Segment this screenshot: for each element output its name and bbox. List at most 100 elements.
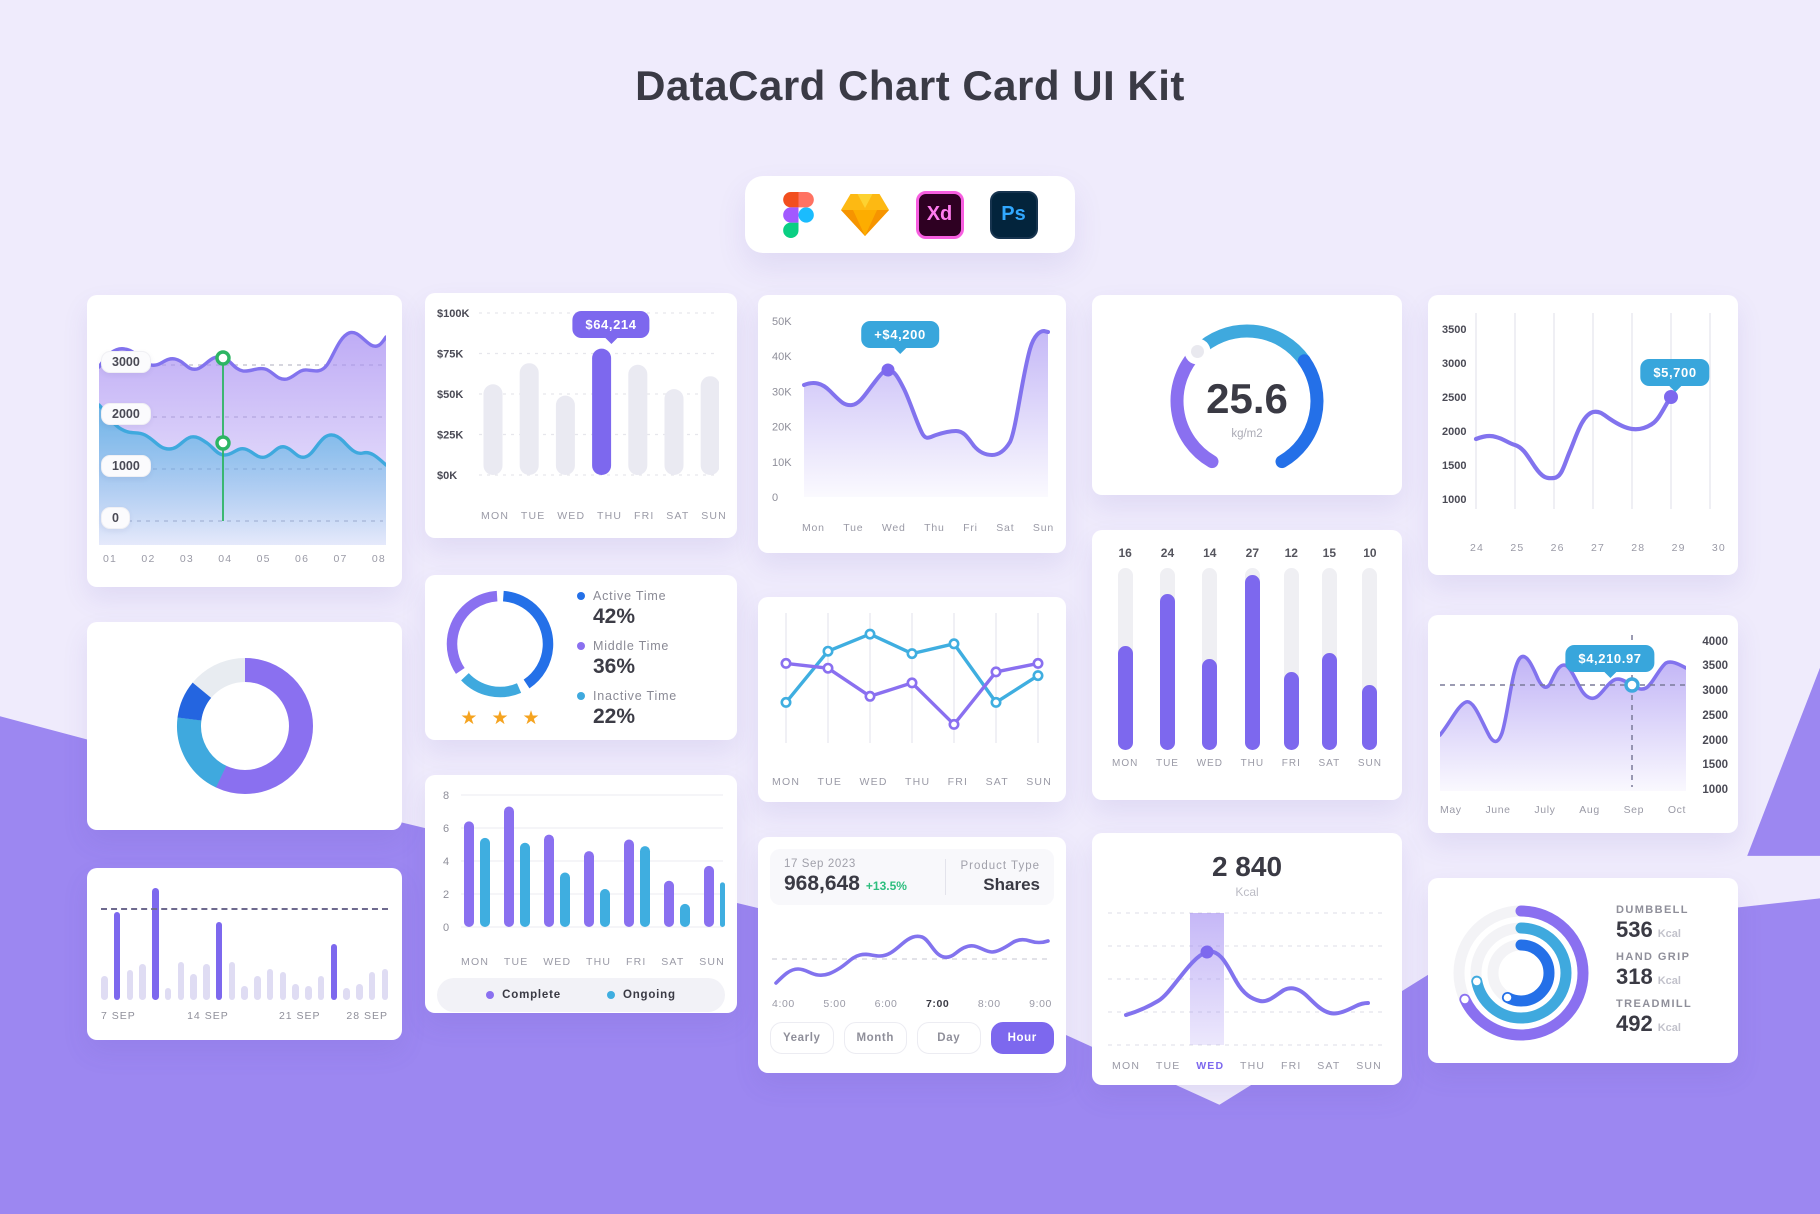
- legend-label: Active Time: [593, 589, 667, 603]
- y-tick-pill: 2000: [101, 403, 151, 425]
- bar: [368, 972, 376, 1000]
- progress-column: 27 THU: [1241, 546, 1265, 784]
- dual-wave-chart: 3000 2000 1000 0: [97, 307, 388, 545]
- bar: [241, 986, 248, 1000]
- x-tick: SUN: [701, 510, 727, 522]
- x-tick: TUE: [817, 776, 843, 788]
- ring-stat: HAND GRIP 318 Kcal: [1616, 951, 1720, 990]
- point-tooltip: +$4,200: [861, 321, 939, 354]
- legend-dot: [606, 991, 615, 999]
- bar-fill: [1202, 659, 1218, 750]
- highlight-bar: [113, 912, 121, 1000]
- marker-dot-purple-series: [215, 350, 231, 366]
- figma-icon: [782, 191, 814, 238]
- x-tick: 25: [1510, 542, 1525, 554]
- bar-fill: [1159, 594, 1175, 750]
- progress-column: 15 SAT: [1318, 546, 1340, 784]
- x-tick: Tue: [843, 522, 864, 534]
- x-tick: TUE: [1155, 1060, 1181, 1072]
- x-tick: Aug: [1579, 804, 1600, 816]
- product-type-label: Product Type: [960, 859, 1040, 872]
- x-tick: WED: [543, 956, 572, 968]
- x-tick: SAT: [985, 776, 1009, 788]
- y-tick: 3000: [1702, 685, 1728, 697]
- x-tick: SAT: [666, 510, 690, 522]
- y-tick: 4000: [1702, 636, 1728, 648]
- bar-value: 16: [1118, 546, 1132, 560]
- legend-dot: [577, 592, 585, 600]
- card-shares-stat: 17 Sep 2023 968,648 +13.5% Product Type …: [758, 837, 1066, 1073]
- ring-stat-label: HAND GRIP: [1616, 951, 1691, 963]
- ring-stat-value: 536: [1616, 917, 1653, 942]
- y-tick: $25K: [437, 430, 463, 442]
- data-point-dot: [881, 363, 895, 377]
- x-tick: 27: [1590, 542, 1606, 554]
- bar: [190, 974, 197, 1000]
- star-icon: ★: [522, 708, 540, 729]
- bar-fill: [1321, 653, 1337, 750]
- x-tick: July: [1534, 804, 1556, 816]
- card-september-bars: 7 SEP 14 SEP 21 SEP 28 SEP: [87, 868, 402, 1040]
- bar: [126, 970, 133, 1000]
- stat-line-chart-svg: [772, 934, 1052, 985]
- bar: [254, 976, 261, 1000]
- x-tick: Sep: [1623, 804, 1645, 816]
- day-button[interactable]: Day: [917, 1022, 981, 1054]
- y-tick: 3500: [1702, 660, 1728, 672]
- bar-value: 27: [1245, 546, 1260, 560]
- stat-value: 968,648: [784, 872, 860, 895]
- y-tick: 1500: [1702, 759, 1728, 771]
- data-point-dot: [1664, 390, 1678, 404]
- page-title: DataCard Chart Card UI Kit: [635, 62, 1185, 109]
- adobe-xd-icon: Xd: [915, 190, 964, 239]
- highlight-band: [1190, 913, 1224, 1045]
- y-tick: $100K: [437, 308, 469, 320]
- legend-item: Inactive Time: [577, 689, 721, 703]
- y-tick: 6: [443, 823, 449, 835]
- ring-stat-label: TREADMILL: [1616, 998, 1693, 1010]
- bar: [101, 976, 108, 1000]
- hour-button[interactable]: Hour: [990, 1022, 1054, 1054]
- yearly-button[interactable]: Yearly: [770, 1022, 834, 1054]
- bar-value: 14: [1203, 546, 1217, 560]
- x-tick: SAT: [661, 956, 685, 968]
- progress-column: 10 SUN: [1358, 546, 1382, 784]
- x-tick-bold: 7:00: [925, 998, 950, 1010]
- photoshop-label: Ps: [1001, 203, 1026, 225]
- x-tick: 6:00: [874, 998, 898, 1010]
- gauge-chart-svg: 25.6 kg/m2: [1170, 324, 1324, 469]
- x-tick: 5:00: [823, 998, 847, 1010]
- design-tools-card: Xd Ps: [745, 176, 1075, 253]
- x-tick: Fri: [963, 522, 978, 534]
- x-axis-labels: Mon Tue Wed Thu Fri Sat Sun: [770, 522, 1054, 534]
- x-tick: 24: [1470, 542, 1485, 554]
- threshold-line: [101, 908, 388, 910]
- x-tick: 05: [256, 553, 271, 565]
- card-daily-line-chart: 3500 3000 2500 2000 1500 1000 $5,700 24 2…: [1428, 295, 1738, 575]
- ring-stat: DUMBBELL 536 Kcal: [1616, 904, 1720, 943]
- ring-stat-unit: Kcal: [1657, 975, 1681, 987]
- complete-bars: [464, 806, 714, 927]
- x-tick: THU: [1240, 758, 1265, 769]
- x-tick: Thu: [924, 522, 945, 534]
- legend-label: Ongoing: [622, 989, 676, 1001]
- gauge-unit: kg/m2: [1231, 428, 1262, 440]
- x-tick: 07: [333, 553, 348, 565]
- bar-value: 24: [1160, 546, 1175, 560]
- legend-item: Ongoing: [606, 989, 676, 1001]
- point-tooltip: $4,210.97: [1565, 645, 1655, 678]
- bars: [483, 348, 720, 475]
- x-tick: Mon: [802, 522, 825, 534]
- y-tick-pill: 3000: [101, 351, 151, 373]
- x-tick: Wed: [881, 522, 906, 534]
- x-axis-labels: 4:00 5:00 6:00 7:00 8:00 9:00: [770, 998, 1054, 1010]
- y-tick: 2: [443, 889, 449, 901]
- y-tick: $75K: [437, 349, 463, 361]
- revenue-bar-chart-svg: $100K $75K $50K $25K $0K: [437, 308, 720, 482]
- x-tick: THU: [597, 510, 623, 522]
- month-button[interactable]: Month: [843, 1022, 907, 1054]
- highlight-bar: [215, 922, 223, 1000]
- x-tick: MON: [772, 776, 801, 788]
- ring-stat: TREADMILL 492 Kcal: [1616, 998, 1720, 1037]
- legend-label: Inactive Time: [593, 689, 678, 703]
